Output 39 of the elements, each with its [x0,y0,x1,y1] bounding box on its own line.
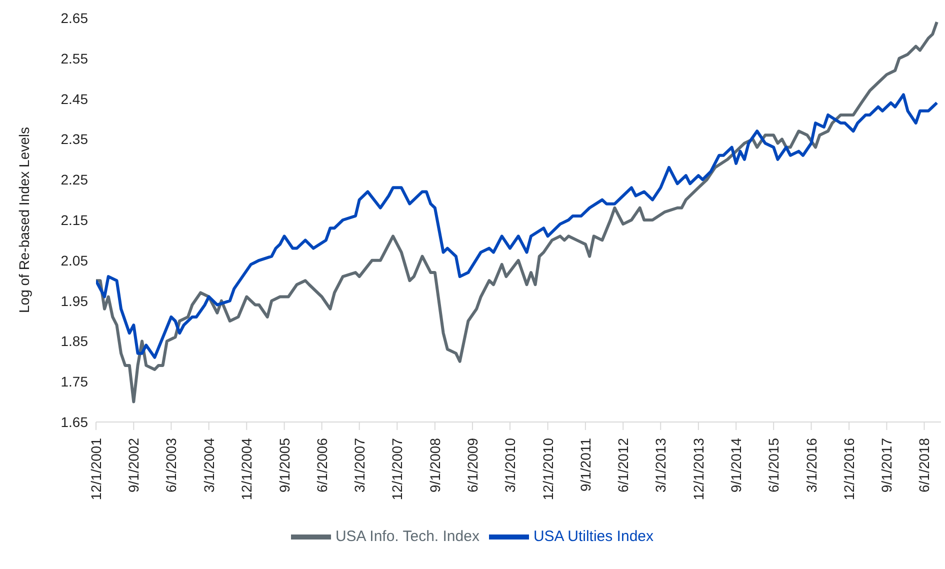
x-tick-label: 9/1/2017 [878,438,895,492]
x-tick-label: 9/1/2011 [577,438,594,492]
x-tick-label: 9/1/2008 [426,438,443,492]
x-tick-label: 6/1/2003 [163,438,180,492]
x-tick-label: 3/1/2013 [652,438,669,492]
x-tick-label: 12/1/2001 [88,438,104,500]
y-tick-label: 1.65 [60,414,88,430]
x-tick-label: 3/1/2004 [200,438,217,492]
y-tick-label: 2.35 [60,131,88,148]
x-tick-label: 12/1/2004 [238,438,255,500]
x-tick-label: 9/1/2014 [728,438,744,492]
x-tick-label: 3/1/2007 [351,438,368,492]
y-tick-label: 2.55 [60,50,88,66]
y-tick-label: 1.85 [60,333,88,350]
y-tick-label: 1.95 [60,292,88,309]
y-tick-label: 2.25 [60,172,88,188]
legend-label: USA Info. Tech. Index [335,528,480,545]
x-tick-label: 6/1/2009 [464,438,480,492]
y-tick-label: 2.65 [60,10,88,26]
x-tick-label: 6/1/2015 [766,438,782,492]
x-tick-label: 3/1/2016 [803,438,820,492]
y-tick-label: 2.15 [60,212,88,228]
y-tick-label: 2.45 [60,90,88,107]
x-tick-label: 12/1/2010 [540,438,556,500]
x-tick-label: 6/1/2006 [314,438,330,492]
legend-label: USA Utilties Index [533,528,654,545]
y-tick-label: 2.05 [60,252,88,268]
x-tick-label: 9/1/2005 [276,438,292,492]
line-series [96,93,938,359]
x-tick-label: 6/1/2018 [916,438,932,492]
x-tick-label: 3/1/2010 [502,438,518,492]
x-tick-label: 12/1/2007 [389,438,406,500]
x-tick-label: 6/1/2012 [615,438,632,492]
x-tick-label: 12/1/2016 [841,438,858,500]
y-axis-title: Log of Re-based Index Levels [16,126,32,314]
x-tick-label: 9/1/2002 [126,438,142,492]
y-tick-label: 1.75 [60,374,88,390]
line-series [96,20,938,404]
x-tick-label: 12/1/2013 [690,438,706,500]
